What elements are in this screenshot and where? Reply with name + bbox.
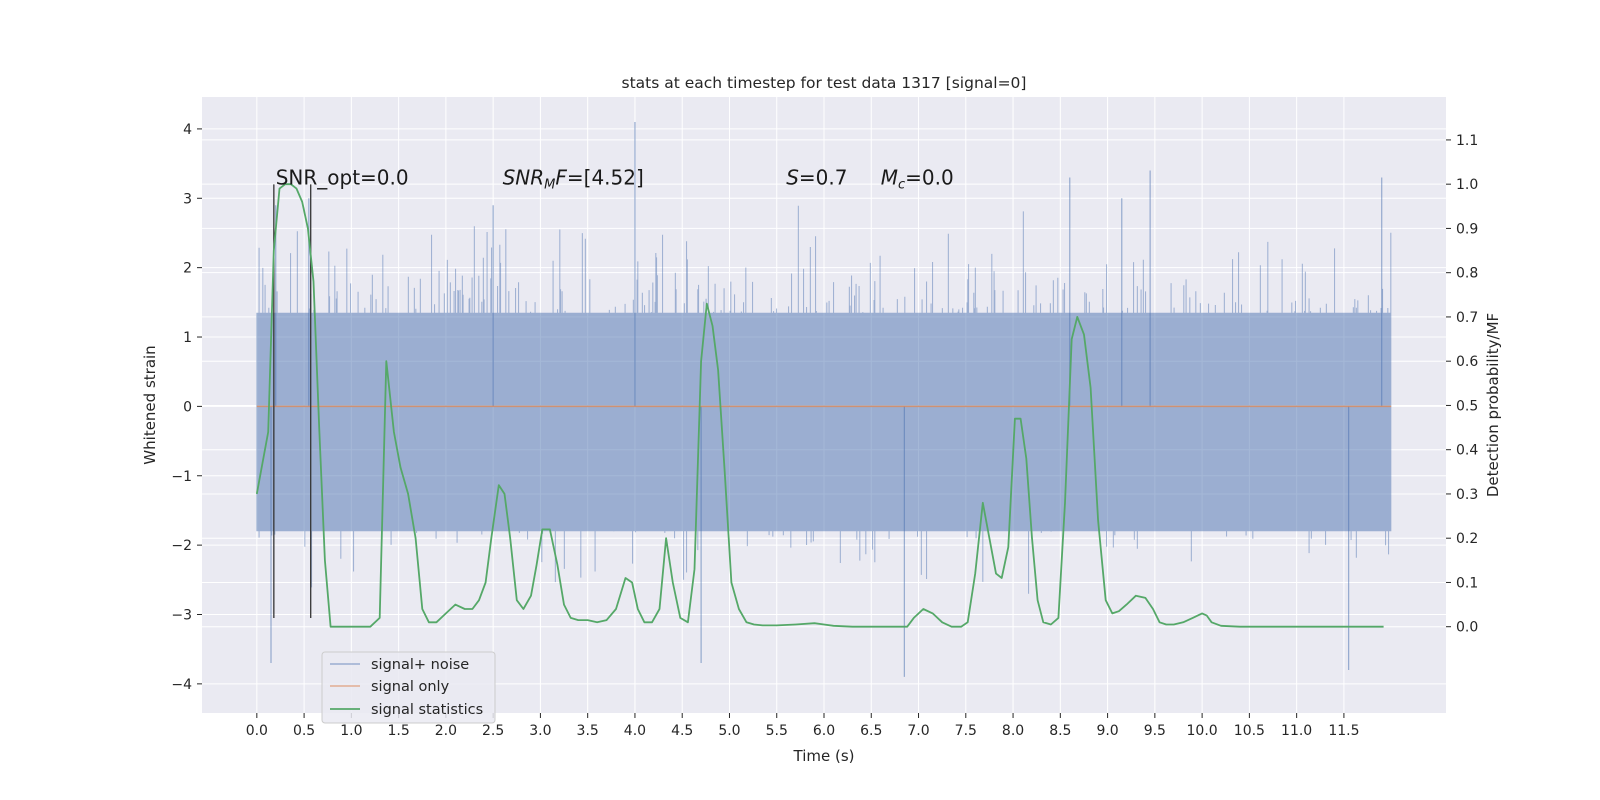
x-tick-label: 3.5: [577, 723, 599, 739]
x-axis-label: Time (s): [793, 747, 855, 765]
ticks: 0.0 0.5 1.0 1.5 2.0 2.5 3.0 3.5 4.0 4.5 5.0 5.5 6.0 6…: [171, 122, 1478, 739]
x-tick-label: 11.5: [1328, 723, 1359, 739]
y-tick-label: 3: [183, 191, 192, 207]
x-tick-label: 4.0: [624, 723, 646, 739]
y-tick-label: −4: [171, 677, 192, 693]
annotation-s-value: =0.7: [799, 165, 848, 189]
y-tick-label: 2: [183, 261, 192, 277]
x-tick-label: 10.5: [1234, 723, 1265, 739]
annotation-snr-mf-f: F: [555, 165, 567, 189]
x-tick-label: 5.0: [718, 723, 740, 739]
annotation-mc-sub: c: [898, 177, 905, 192]
x-tick-label: 7.5: [955, 723, 977, 739]
x-tick-label: 9.5: [1144, 723, 1166, 739]
annotation-snr-mf-value: =[4.52]: [567, 165, 644, 189]
y2-tick-label: 0.7: [1456, 310, 1478, 326]
x-tick-label: 8.5: [1049, 723, 1071, 739]
annotation-snr-opt: SNR_opt=0.0: [276, 165, 409, 189]
y2-tick-label: 0.3: [1456, 487, 1478, 503]
y-tick-label: −2: [171, 538, 192, 554]
y2-tick-label: 0.9: [1456, 221, 1478, 237]
x-tick-label: 1.0: [340, 723, 362, 739]
annotation-s-symbol: S: [786, 165, 799, 189]
x-tick-label: 6.0: [813, 723, 835, 739]
annotation-snr-mf: SNRMF=[4.52]: [503, 165, 644, 192]
legend-label-signal: signal only: [371, 679, 450, 695]
y-tick-label: 0: [183, 399, 192, 415]
annotations: SNR_opt=0.0 SNRMF=[4.52] S=0.7 Mc=0.0: [276, 165, 954, 192]
series-signal-statistics: [255, 183, 1384, 628]
y2-tick-label: 0.1: [1456, 575, 1478, 591]
x-tick-label: 3.0: [529, 723, 551, 739]
legend-label-statistics: signal statistics: [371, 702, 483, 718]
annotation-mc: Mc=0.0: [881, 165, 954, 192]
x-tick-label: 10.0: [1187, 723, 1218, 739]
annotation-mc-value: =0.0: [905, 165, 954, 189]
annotation-s: S=0.7: [786, 165, 847, 189]
y2-tick-label: 0.8: [1456, 266, 1478, 282]
x-tick-label: 4.5: [671, 723, 693, 739]
x-tick-label: 0.5: [293, 723, 315, 739]
x-tick-label: 2.5: [482, 723, 504, 739]
y-axis-label-right: Detection probability/MF: [1484, 313, 1502, 497]
statistics-line: [255, 183, 1384, 628]
x-tick-label: 9.0: [1096, 723, 1118, 739]
y-tick-label: 1: [183, 330, 192, 346]
y2-tick-label: 0.5: [1456, 398, 1478, 414]
legend: signal+ noise signal only signal statist…: [321, 651, 496, 724]
y-axis-label: Whitened strain: [141, 345, 159, 464]
y2-tick-label: 0.2: [1456, 531, 1478, 547]
y-tick-label: −3: [171, 607, 192, 623]
y-tick-label: 4: [183, 122, 192, 138]
x-tick-label: 0.0: [246, 723, 268, 739]
x-tick-label: 1.5: [387, 723, 409, 739]
y2-tick-label: 0.0: [1456, 620, 1478, 636]
x-tick-label: 7.0: [907, 723, 929, 739]
legend-label-noise: signal+ noise: [371, 657, 469, 673]
chart-title: stats at each timestep for test data 131…: [622, 74, 1027, 92]
noise-trace: [256, 205, 1392, 594]
annotation-snr-mf-sub: M: [544, 177, 555, 192]
x-tick-label: 2.0: [435, 723, 457, 739]
y2-tick-label: 0.6: [1456, 354, 1478, 370]
y2-tick-label: 1.0: [1456, 177, 1478, 193]
x-tick-label: 6.5: [860, 723, 882, 739]
legend-box: [321, 651, 496, 724]
y-tick-label: −1: [171, 469, 192, 485]
annotation-snr-mf-base: SNR: [503, 165, 545, 189]
x-tick-label: 8.0: [1002, 723, 1024, 739]
y2-tick-label: 1.1: [1456, 133, 1478, 149]
x-tick-label: 11.0: [1281, 723, 1312, 739]
y2-tick-label: 0.4: [1456, 443, 1478, 459]
x-tick-label: 5.5: [766, 723, 788, 739]
annotation-mc-symbol: M: [881, 165, 898, 189]
